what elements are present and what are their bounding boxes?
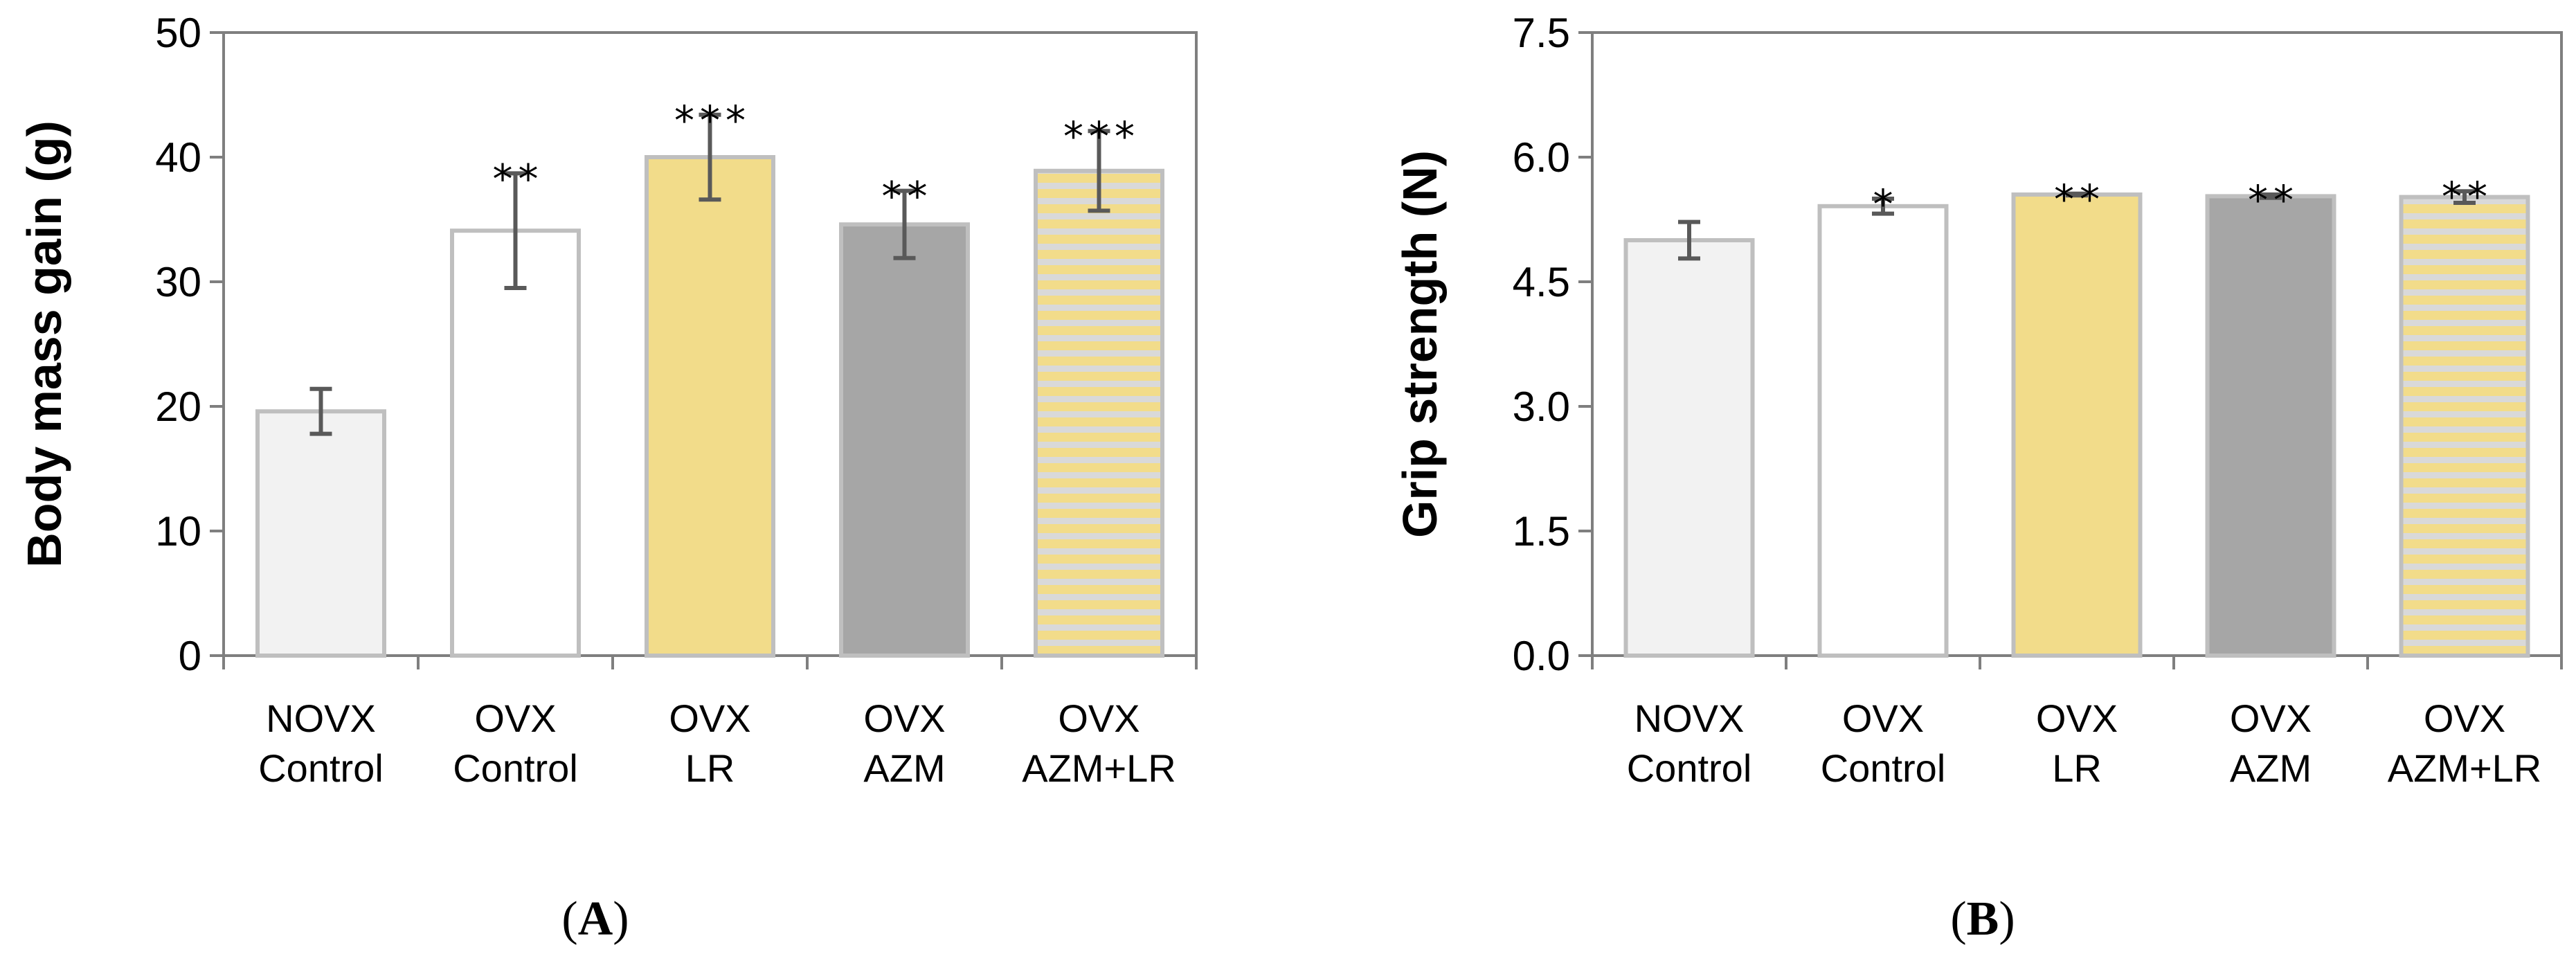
y-tick-label: 4.5 <box>1513 259 1570 305</box>
category-label-line1: OVX <box>1058 696 1140 740</box>
y-tick-label: 20 <box>155 384 201 430</box>
y-tick-label: 40 <box>155 134 201 181</box>
chart-grip-strength: 0.0 1.5 3.0 4.5 6.0 7.5 Grip strength (N) NOVX C… <box>1393 10 2563 790</box>
y-tick-label: 3.0 <box>1513 384 1570 430</box>
category-label-line1: OVX <box>1842 696 1924 740</box>
category-label-line1: OVX <box>2230 696 2312 740</box>
significance-marker: ** <box>882 173 933 220</box>
category-label-line1: OVX <box>669 696 750 740</box>
bar <box>255 409 386 658</box>
significance-marker: *** <box>1063 113 1140 160</box>
y-tick-label: 50 <box>155 10 201 56</box>
y-axis-title: Grip strength (N) <box>1393 150 1447 538</box>
category-label-line1: NOVX <box>1634 696 1745 740</box>
bar <box>839 222 970 658</box>
bar <box>2205 194 2336 658</box>
bar <box>450 228 581 658</box>
y-tick-label: 7.5 <box>1513 10 1570 56</box>
significance-marker: * <box>1873 181 1899 228</box>
category-label-line1: OVX <box>2036 696 2118 740</box>
panel-label-a: (A) <box>561 892 629 946</box>
category-label-line2: AZM+LR <box>1022 746 1176 790</box>
bar <box>1034 168 1164 658</box>
bar <box>2011 192 2143 658</box>
y-tick-label: 0.0 <box>1513 633 1570 679</box>
significance-marker: ** <box>2248 177 2299 224</box>
significance-marker: ** <box>2054 176 2105 223</box>
category-label-line1: OVX <box>863 696 945 740</box>
category-label-line2: AZM <box>2230 746 2312 790</box>
category-label-line2: Control <box>1821 746 1946 790</box>
panel-label-b: (B) <box>1950 892 2015 946</box>
y-tick-label: 6.0 <box>1513 134 1570 181</box>
category-label-line2: Control <box>453 746 578 790</box>
y-tick-label: 10 <box>155 508 201 555</box>
category-label-line2: AZM <box>863 746 945 790</box>
y-tick-label: 30 <box>155 259 201 305</box>
y-tick-label: 0 <box>179 633 201 679</box>
bar <box>1623 238 1755 658</box>
category-label-line1: NOVX <box>266 696 376 740</box>
category-label-line2: Control <box>258 746 384 790</box>
category-label-line2: LR <box>685 746 735 790</box>
category-label-line2: Control <box>1627 746 1752 790</box>
category-label-line1: OVX <box>2424 696 2505 740</box>
category-label-line2: AZM+LR <box>2388 746 2542 790</box>
bar <box>645 155 775 658</box>
significance-marker: ** <box>2442 173 2493 220</box>
category-label-line1: OVX <box>474 696 556 740</box>
significance-marker: ** <box>493 155 544 202</box>
y-tick-label: 1.5 <box>1513 508 1570 555</box>
chart-body-mass-gain: 0 10 20 30 40 50 Body mass gain (g) NOVX Control… <box>17 10 1198 790</box>
bar <box>2399 195 2530 658</box>
category-label-line2: LR <box>2052 746 2102 790</box>
significance-marker: *** <box>674 97 751 144</box>
y-axis-title: Body mass gain (g) <box>17 120 71 568</box>
bar <box>1817 204 1949 658</box>
